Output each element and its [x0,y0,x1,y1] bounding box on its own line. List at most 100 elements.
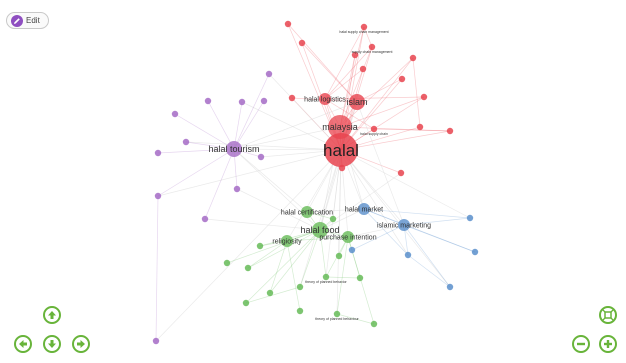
node-g8[interactable] [266,289,274,297]
network-edge [299,229,321,288]
node-g4[interactable] [223,259,231,267]
network-edge [269,240,288,294]
node-r5[interactable] [351,51,359,59]
node-g2[interactable] [256,242,264,250]
node-g3[interactable] [335,252,343,260]
network-edge [226,229,321,264]
node-b5[interactable] [348,246,356,254]
node-g13[interactable] [370,320,378,328]
node-g7[interactable] [356,274,364,282]
node-b4[interactable] [446,283,454,291]
node-r2[interactable] [360,23,368,31]
network-edge [363,208,405,226]
node-r13[interactable] [446,127,454,135]
network-edge [299,149,342,288]
node-label-halal-logistics: halal logistics [304,96,346,103]
network-edge [245,229,321,304]
zoom-in-button[interactable] [599,335,617,353]
node-purchase-intention[interactable] [342,231,354,243]
node-p8[interactable] [257,153,265,161]
node-g6[interactable] [322,273,330,281]
fit-screen-icon [602,309,614,321]
node-islam[interactable] [349,94,365,110]
node-r3[interactable] [298,39,306,47]
node-p2[interactable] [204,97,212,105]
network-edge [407,254,451,288]
network-edge [204,148,235,220]
fit-to-screen-button[interactable] [599,306,617,324]
node-r6[interactable] [409,54,417,62]
node-halal-certification[interactable] [301,206,313,218]
pan-left-button[interactable] [14,335,32,353]
node-religiosity[interactable] [281,235,293,247]
network-edge [241,101,342,151]
node-g10[interactable] [242,299,250,307]
node-p3[interactable] [238,98,246,106]
network-edge [233,126,341,150]
network-edge [403,224,451,288]
node-r1[interactable] [284,20,292,28]
node-halal[interactable] [324,133,358,167]
network-edge [324,96,425,100]
node-label-malaysia: malaysia [322,122,358,132]
node-g1[interactable] [329,215,337,223]
node-r7[interactable] [359,65,367,73]
network-edge [236,188,321,231]
node-halal-logistics[interactable] [319,93,331,105]
node-g12[interactable] [296,307,304,315]
node-p6[interactable] [182,138,190,146]
node-p11[interactable] [201,215,209,223]
node-p1[interactable] [265,70,273,78]
network-edge [325,276,361,279]
node-r15[interactable] [397,169,405,177]
node-r12[interactable] [370,125,378,133]
node-p5[interactable] [171,110,179,118]
node-halal-tourism[interactable] [226,141,242,157]
network-edge [339,96,425,128]
node-b2[interactable] [471,248,479,256]
network-edge [269,229,321,294]
node-r10[interactable] [420,93,428,101]
node-b3[interactable] [404,251,412,259]
arrow-left-icon [19,340,27,348]
node-r14[interactable] [338,164,346,172]
node-halal-market[interactable] [358,203,370,215]
node-r4[interactable] [368,43,376,51]
node-b1[interactable] [466,214,474,222]
node-islamic-marketing[interactable] [398,219,410,231]
node-r11[interactable] [416,123,424,131]
node-g9[interactable] [296,283,304,291]
network-edge [339,26,365,128]
node-p12[interactable] [152,337,160,345]
node-r8[interactable] [398,75,406,83]
network-edge [324,26,365,100]
pan-right-button[interactable] [72,335,90,353]
network-edge [157,148,235,154]
node-p7[interactable] [154,149,162,157]
node-label-g11: theory of planned behaviour [315,317,359,321]
edit-label: Edit [26,16,40,25]
edit-button[interactable]: Edit [6,12,49,29]
node-halal-food[interactable] [312,222,328,238]
node-g5[interactable] [244,264,252,272]
node-p10[interactable] [154,192,162,200]
network-edge [204,218,321,231]
node-p4[interactable] [260,97,268,105]
zoom-out-button[interactable] [572,335,590,353]
network-edge [363,208,409,256]
pan-up-button[interactable] [43,306,61,324]
node-malaysia[interactable] [328,115,352,139]
network-edge [185,141,235,150]
network-edge [339,57,414,128]
node-g11[interactable] [333,310,341,318]
node-label-halal: halal [323,141,359,160]
node-label-halal-certification: halal certification [281,209,333,216]
network-edge [340,149,451,288]
pan-down-button[interactable] [43,335,61,353]
node-p9[interactable] [233,185,241,193]
node-r9[interactable] [288,94,296,102]
node-layer [152,20,479,345]
network-edge [233,73,270,150]
